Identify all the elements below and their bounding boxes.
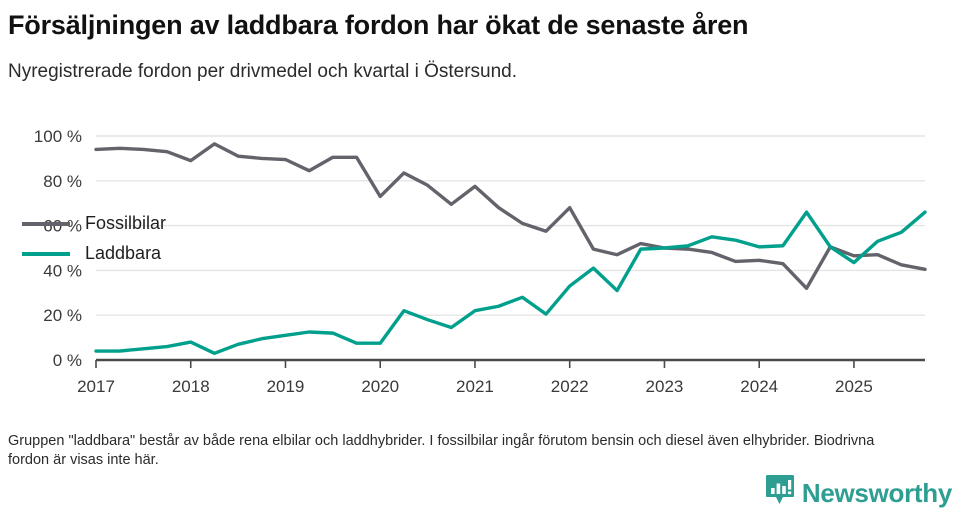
series-line-laddbara (94, 210, 927, 355)
y-tick-label: 80 % (43, 172, 82, 191)
chart-plot-area: 0 % 20 % 40 % 60 % 80 % 100 % 2017 2018 2019 202… (0, 116, 960, 406)
brand-name: Newsworthy (801, 477, 952, 508)
y-tick-label: 100 % (34, 127, 82, 146)
x-tick-label: 2022 (551, 377, 589, 396)
chart-legend: Fossilbilar Laddbara (22, 213, 166, 263)
newsworthy-logo: Newsworthy (765, 474, 952, 511)
y-tick-label: 0 % (53, 351, 82, 370)
chart-subtitle: Nyregistrerade fordon per drivmedel och … (8, 61, 518, 82)
legend-label-fossilbilar: Fossilbilar (85, 213, 166, 233)
y-tick-label: 60 % (43, 217, 82, 236)
series-line-fossilbilar (94, 142, 927, 291)
x-tick-label: 2019 (267, 377, 305, 396)
y-tick-label: 20 % (43, 306, 82, 325)
x-tick-label: 2021 (456, 377, 494, 396)
data-series (94, 142, 927, 355)
y-tick-label: 40 % (43, 261, 82, 280)
legend-label-laddbara: Laddbara (85, 243, 162, 263)
chart-footnote: Gruppen "laddbara" består av både rena e… (8, 433, 875, 468)
x-axis-labels: 2017 2018 2019 2020 2021 2022 2023 2024 2025 (77, 377, 873, 396)
y-axis-labels: 0 % 20 % 40 % 60 % 80 % 100 % (34, 127, 82, 370)
bar-chart-speech-bubble-icon (765, 474, 795, 511)
x-tick-label: 2025 (835, 377, 873, 396)
x-tick-label: 2020 (361, 377, 399, 396)
x-tick-label: 2018 (172, 377, 210, 396)
line-chart: 0 % 20 % 40 % 60 % 80 % 100 % 2017 2018 2019 202… (22, 127, 927, 396)
x-tick-label: 2017 (77, 377, 115, 396)
x-tick-label: 2024 (740, 377, 778, 396)
chart-page: Försäljningen av laddbara fordon har öka… (0, 8, 960, 513)
x-axis (95, 360, 855, 368)
page-title: Försäljningen av laddbara fordon har öka… (8, 10, 749, 40)
gridlines (96, 135, 925, 362)
x-tick-label: 2023 (646, 377, 684, 396)
